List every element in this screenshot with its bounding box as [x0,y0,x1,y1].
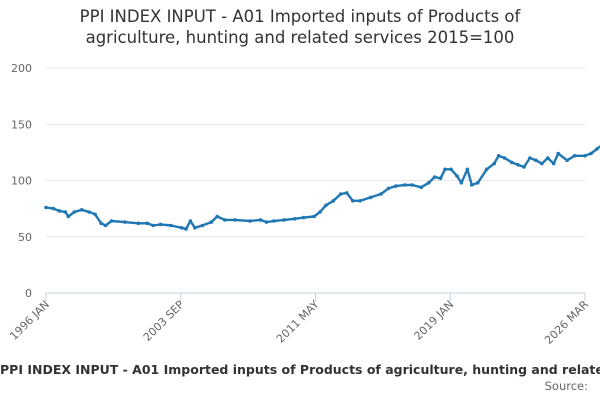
data-point[interactable] [233,218,237,222]
data-point[interactable] [528,156,532,160]
data-point[interactable] [350,199,355,203]
x-axis: 1996 JAN 2003 SEP 2011 MAY 2019 JAN 2026 MAR [7,293,591,347]
y-axis-labels: 0 50 100 150 200 [11,62,32,300]
data-point[interactable] [438,176,443,181]
data-point[interactable] [368,195,373,200]
data-point[interactable] [188,219,193,223]
data-point[interactable] [470,183,474,187]
series-line[interactable] [44,119,600,231]
data-point[interactable] [379,192,383,196]
data-point[interactable] [292,217,297,221]
data-point[interactable] [109,219,114,223]
data-point[interactable] [200,223,205,228]
data-point[interactable] [510,160,514,165]
data-point[interactable] [145,221,149,226]
data-point[interactable] [272,219,276,223]
data-point[interactable] [522,165,526,169]
legend[interactable]: PPI INDEX INPUT - A01 Imported inputs of… [0,362,600,377]
data-point[interactable] [258,218,263,222]
data-point[interactable] [496,154,501,158]
y-tick-label: 200 [11,62,32,75]
data-point[interactable] [248,219,252,223]
y-tick-label: 150 [11,118,32,131]
data-point[interactable] [432,175,437,179]
data-point[interactable] [449,167,453,172]
data-point[interactable] [184,227,188,231]
data-point[interactable] [87,210,91,214]
data-point[interactable] [193,226,197,230]
x-tick-label: 2019 JAN [412,298,457,343]
data-point[interactable] [540,161,544,166]
data-point[interactable] [215,214,219,219]
data-point[interactable] [546,156,550,160]
data-point[interactable] [394,184,398,188]
data-point[interactable] [551,161,556,166]
data-point[interactable] [93,212,97,217]
chart-title-line-2: agriculture, hunting and related service… [85,28,515,47]
data-point[interactable] [589,151,593,156]
data-point[interactable] [57,209,62,213]
legend-item-label[interactable]: PPI INDEX INPUT - A01 Imported inputs of… [0,362,600,377]
data-point[interactable] [312,214,316,219]
series-layer [44,119,600,231]
grid-lines [46,67,585,294]
data-point[interactable] [595,147,599,151]
data-point[interactable] [426,181,431,185]
data-point[interactable] [443,167,447,172]
data-point[interactable] [44,205,48,210]
data-point[interactable] [79,208,84,212]
data-point[interactable] [565,158,569,163]
x-tick-label: 2026 MAR [542,298,591,347]
data-point[interactable] [345,191,349,195]
data-point[interactable] [158,222,163,227]
data-point[interactable] [331,199,336,203]
data-point[interactable] [484,167,489,172]
data-point[interactable] [209,220,214,224]
data-point[interactable] [103,223,108,228]
data-point[interactable] [99,221,103,226]
data-point[interactable] [169,223,173,228]
data-point[interactable] [123,220,127,224]
data-point[interactable] [136,221,141,226]
data-point[interactable] [465,167,470,172]
data-point[interactable] [419,185,424,190]
x-tick-label: 2003 SEP [141,298,187,344]
chart-title-line-1: PPI INDEX INPUT - A01 Imported inputs of… [79,7,521,26]
data-point[interactable] [301,215,306,220]
source-credit: Source: [544,379,588,393]
data-point[interactable] [534,158,538,163]
data-point[interactable] [72,210,77,214]
data-point[interactable] [516,163,520,167]
x-tick-label: 1996 JAN [7,298,52,343]
data-point[interactable] [386,186,391,191]
data-point[interactable] [476,181,480,185]
data-point[interactable] [339,192,343,196]
data-point[interactable] [410,183,415,187]
data-point[interactable] [459,181,464,185]
x-tick-label: 2011 MAY [274,298,322,346]
data-point[interactable] [51,206,56,211]
y-tick-label: 100 [11,175,32,188]
data-point[interactable] [358,199,363,203]
data-point[interactable] [151,223,155,228]
data-point[interactable] [66,214,71,219]
data-point[interactable] [222,218,227,222]
data-point[interactable] [403,183,407,187]
data-point[interactable] [492,161,497,166]
data-point[interactable] [63,210,68,214]
data-point[interactable] [179,226,184,230]
data-point[interactable] [572,154,577,158]
data-point[interactable] [455,174,459,178]
data-point[interactable] [318,210,322,214]
data-point[interactable] [282,218,287,222]
chart-title: PPI INDEX INPUT - A01 Imported inputs of… [0,6,600,48]
data-point[interactable] [556,151,560,156]
y-tick-label: 0 [25,287,32,300]
data-point[interactable] [324,203,328,208]
y-tick-label: 50 [18,231,32,244]
data-point[interactable] [502,156,507,160]
data-point[interactable] [583,154,587,158]
data-point[interactable] [264,220,269,224]
